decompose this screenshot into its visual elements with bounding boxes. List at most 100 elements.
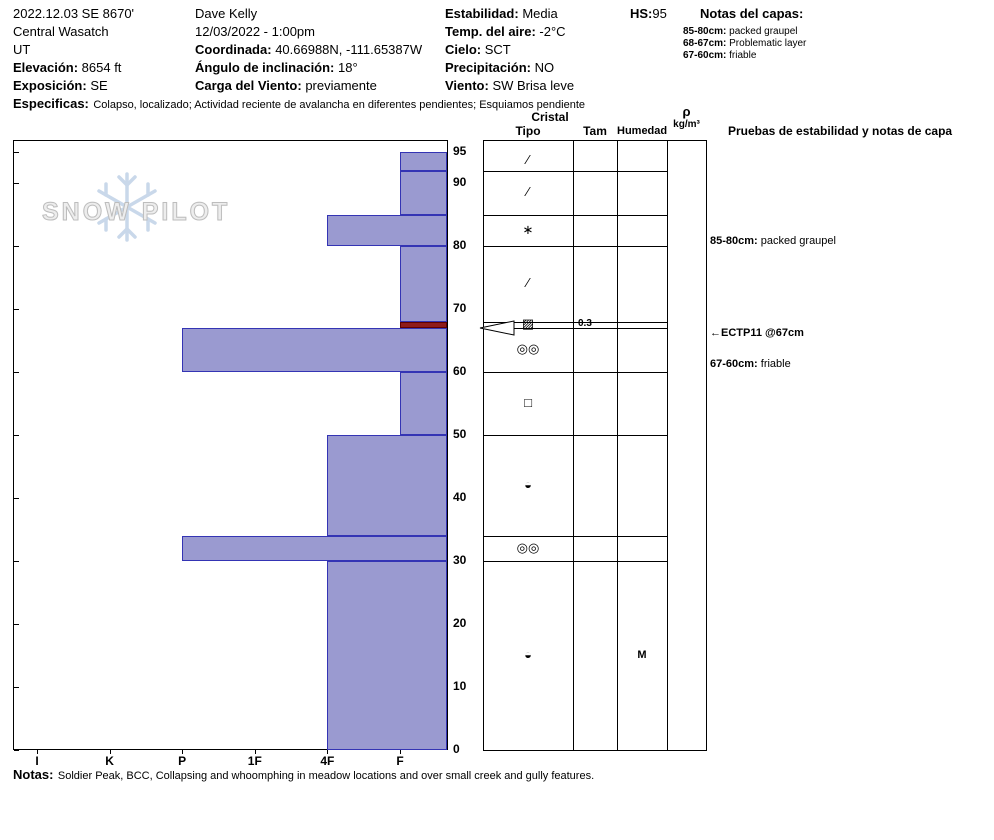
grid-rowline bbox=[483, 214, 667, 216]
crystal-symbol-clustered-rounds: ◎◎ bbox=[516, 341, 540, 357]
precip-field: Precipitación: NO bbox=[445, 60, 554, 75]
layer-annotation-0-label: 85-80cm: bbox=[710, 234, 758, 247]
air-temp-field: Temp. del aire: -2°C bbox=[445, 24, 566, 39]
grid-vline bbox=[483, 140, 484, 751]
hardness-label-P: P bbox=[178, 754, 187, 768]
depth-tick bbox=[14, 750, 19, 751]
layer-note-summary-3-label: 67-60cm: bbox=[683, 50, 727, 61]
crystal-group-header: Cristal bbox=[531, 110, 569, 124]
aspect-field: Exposición: SE bbox=[13, 78, 108, 93]
hardness-label-K: K bbox=[105, 754, 114, 768]
layer-note-summary-3-text: friable bbox=[729, 50, 757, 61]
stability-value: Media bbox=[522, 6, 558, 21]
elevation-label: Elevación: bbox=[13, 60, 79, 75]
depth-tick bbox=[14, 309, 19, 311]
layer-bar-50-34 bbox=[327, 435, 447, 536]
depth-tick bbox=[14, 435, 19, 437]
hardness-label-I: I bbox=[35, 754, 39, 768]
grid-rowline bbox=[483, 372, 667, 374]
depth-label-60: 60 bbox=[453, 364, 467, 379]
depth-tick bbox=[14, 246, 19, 248]
density-header-rho: ρ bbox=[682, 104, 691, 119]
layer-bar-92-85 bbox=[400, 170, 447, 215]
wind-loading-field: Carga del Viento: previamente bbox=[195, 78, 377, 93]
pit-datetime: 12/03/2022 - 1:00pm bbox=[195, 24, 315, 39]
crystal-col-tam: Tam bbox=[583, 124, 607, 138]
grid-rowline bbox=[483, 535, 667, 537]
layer-note-summary-2-label: 68-67cm: bbox=[683, 38, 727, 49]
depth-label-0: 0 bbox=[453, 742, 460, 756]
coordinates-field: Coordinada: 40.66988N, -111.65387W bbox=[195, 42, 422, 57]
hardness-tick bbox=[400, 750, 401, 754]
hs-value: 95 bbox=[652, 6, 667, 21]
wind-loading-value: previamente bbox=[305, 78, 377, 93]
depth-label-20: 20 bbox=[453, 616, 467, 631]
hardness-label-4F: 4F bbox=[320, 754, 335, 768]
grid-topline bbox=[483, 140, 707, 141]
wind-loading-label: Carga del Viento: bbox=[195, 78, 302, 93]
crystal-symbol-problematic-layer-grains: ▨ bbox=[521, 316, 535, 332]
slope-angle-value: 18° bbox=[338, 60, 358, 75]
elevation-field: Elevación: 8654 ft bbox=[13, 60, 121, 75]
observer-name: Dave Kelly bbox=[195, 6, 258, 21]
depth-label-40: 40 bbox=[453, 490, 467, 505]
footer-notes-text: Soldier Peak, BCC, Collapsing and whoomp… bbox=[57, 770, 595, 782]
grid-bottomline bbox=[483, 750, 707, 751]
layer-bar-80-68 bbox=[400, 246, 447, 322]
air-temp-value: -2°C bbox=[539, 24, 566, 39]
grid-rowline bbox=[483, 321, 667, 323]
crystal-humidity: M bbox=[637, 648, 647, 661]
depth-label-95: 95 bbox=[453, 144, 467, 158]
layer-bar-30-0 bbox=[327, 561, 447, 750]
crystal-symbol-decomposing-fragments: ∕ bbox=[526, 275, 530, 291]
slope-angle-label: Ángulo de inclinación: bbox=[195, 60, 335, 75]
hardness-tick bbox=[182, 750, 184, 754]
layer-note-summary-2-text: Problematic layer bbox=[729, 38, 807, 49]
hardness-tick bbox=[109, 750, 111, 754]
layer-note-summary-1-text: packed graupel bbox=[729, 26, 798, 37]
grid-vline bbox=[706, 140, 707, 751]
coordinates-value: 40.66988N, -111.65387W bbox=[275, 42, 423, 57]
footer-notes: Notas: Soldier Peak, BCC, Collapsing and… bbox=[13, 766, 594, 784]
depth-tick bbox=[14, 183, 19, 185]
stability-field: Estabilidad: Media bbox=[445, 6, 558, 21]
logo-text: SNOW PILOT bbox=[41, 198, 231, 227]
depth-label-90: 90 bbox=[453, 175, 467, 190]
hardness-tick bbox=[254, 750, 256, 754]
layer-bar-60-50 bbox=[400, 372, 447, 436]
layer-bar-95-92 bbox=[400, 152, 447, 171]
coordinates-label: Coordinada: bbox=[195, 42, 272, 57]
wind-value: SW Brisa leve bbox=[492, 78, 575, 93]
hardness-tick bbox=[37, 750, 38, 754]
layer-annotation-0: 85-80cm: packed graupel bbox=[710, 234, 836, 247]
depth-label-70: 70 bbox=[453, 301, 467, 316]
depth-label-10: 10 bbox=[453, 679, 467, 694]
air-temp-label: Temp. del aire: bbox=[445, 24, 536, 39]
crystal-symbol-faceted-crystals: □ bbox=[524, 394, 532, 410]
grid-vline bbox=[617, 140, 618, 751]
sky-value: SCT bbox=[484, 42, 511, 57]
depth-tick bbox=[14, 498, 19, 500]
crystal-symbol-melt-forms: ◒ bbox=[524, 646, 532, 662]
crystal-symbol-decomposing-fragments: ∕ bbox=[526, 152, 530, 168]
layer-bar-34-30 bbox=[182, 535, 447, 562]
aspect-value: SE bbox=[90, 78, 108, 93]
range-name: Central Wasatch bbox=[13, 24, 109, 39]
hs-field: HS:95 bbox=[630, 6, 667, 21]
layer-annotation-1: ←ECTP11 @67cm bbox=[710, 327, 804, 340]
crystal-symbol-clustered-rounds: ◎◎ bbox=[516, 539, 540, 555]
grid-rowline bbox=[483, 246, 667, 248]
depth-tick bbox=[14, 561, 19, 563]
crystal-col-humedad: Humedad bbox=[617, 125, 668, 137]
grid-rowline bbox=[483, 170, 667, 172]
hardness-tick bbox=[327, 750, 329, 754]
layer-note-summary-2: 68-67cm: Problematic layer bbox=[683, 38, 806, 49]
depth-label-50: 50 bbox=[453, 427, 467, 442]
crystal-col-tipo: Tipo bbox=[515, 124, 541, 138]
crystal-size: 0.3 bbox=[578, 318, 592, 330]
layer-bar-85-80 bbox=[327, 214, 447, 247]
density-header-unit: kg/m³ bbox=[673, 119, 700, 130]
slope-angle-field: Ángulo de inclinación: 18° bbox=[195, 60, 358, 75]
